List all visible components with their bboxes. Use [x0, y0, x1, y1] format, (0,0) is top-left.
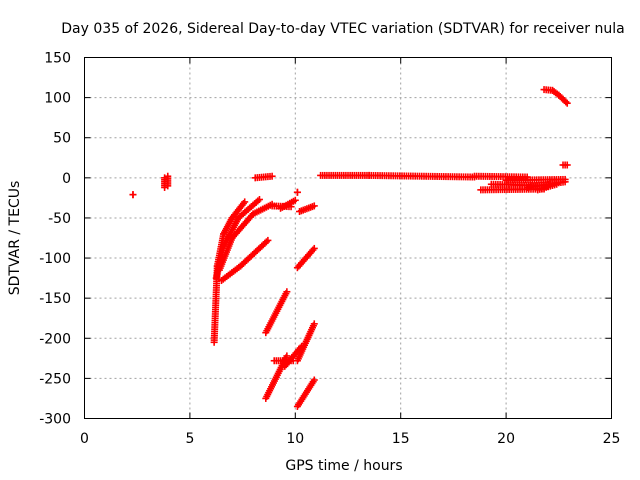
- data-point: [553, 180, 561, 188]
- data-point: [283, 288, 291, 296]
- data-point: [310, 202, 318, 210]
- data-point: [255, 195, 263, 203]
- plot-frame: [84, 57, 612, 419]
- data-point: [241, 198, 249, 206]
- data-point: [310, 244, 318, 252]
- data-point: [129, 191, 137, 199]
- y-tick-label: -250: [39, 371, 71, 387]
- y-tick-labels: -300 -250 -200 -150 -100 -50 0 50 100 150: [39, 51, 71, 428]
- x-tick-label: 15: [392, 431, 410, 447]
- x-tick-label: 10: [286, 431, 304, 447]
- data-point: [310, 320, 318, 328]
- x-tick-label: 25: [603, 431, 621, 447]
- y-tick-label: 150: [44, 51, 71, 67]
- axis-ticks: [84, 57, 612, 419]
- data-point: [310, 376, 318, 384]
- x-tick-labels: 0 5 10 15 20 25: [80, 431, 620, 447]
- y-tick-label: 50: [53, 131, 71, 147]
- y-tick-label: -100: [39, 251, 71, 267]
- y-tick-label: -150: [39, 291, 71, 307]
- y-tick-label: -200: [39, 331, 71, 347]
- x-tick-label: 0: [80, 431, 89, 447]
- data-point: [268, 172, 276, 180]
- data-point: [291, 196, 299, 204]
- chart-title: Day 035 of 2026, Sidereal Day-to-day VTE…: [61, 21, 624, 37]
- grid-lines: [84, 57, 612, 419]
- data-point: [262, 238, 270, 246]
- data-point: [563, 99, 571, 107]
- data-point: [561, 178, 569, 186]
- data-point: [164, 172, 172, 180]
- x-axis-label: GPS time / hours: [285, 458, 402, 474]
- data-point: [563, 161, 571, 169]
- y-tick-label: 100: [44, 91, 71, 107]
- y-tick-label: -50: [48, 211, 71, 227]
- data-point: [562, 98, 570, 106]
- y-tick-label: 0: [62, 171, 71, 187]
- data-point: [264, 236, 272, 244]
- data-points: [129, 86, 571, 410]
- x-tick-label: 5: [185, 431, 194, 447]
- y-tick-label: -300: [39, 412, 71, 428]
- x-tick-label: 20: [497, 431, 515, 447]
- y-axis-label: SDTVAR / TECUs: [7, 181, 23, 296]
- data-point: [293, 188, 301, 196]
